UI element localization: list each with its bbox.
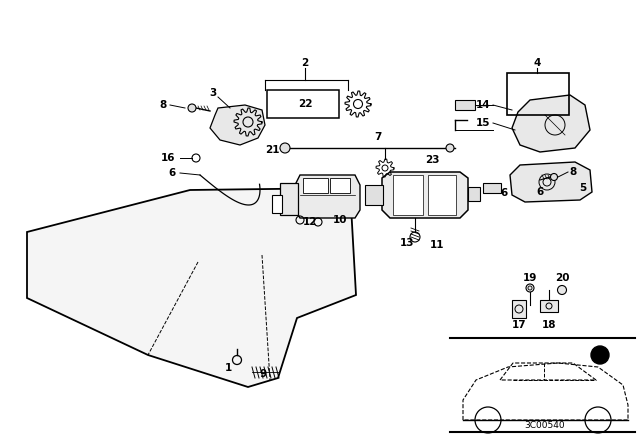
Text: 8: 8 [159,100,166,110]
Bar [267,90,339,118]
Text: 23: 23 [425,155,439,165]
Text: 15: 15 [476,118,490,128]
Bar [393,175,423,215]
Polygon shape [210,105,265,145]
Circle shape [446,144,454,152]
Text: 18: 18 [541,320,556,330]
Circle shape [557,285,566,294]
Circle shape [188,104,196,112]
Bar [365,185,383,205]
Text: 10: 10 [333,215,348,225]
Text: 20: 20 [555,273,569,283]
Text: 6: 6 [536,187,543,197]
Text: 11: 11 [429,240,444,250]
Bar [303,178,328,193]
Text: 22: 22 [298,99,312,109]
Bar [428,175,456,215]
Bar [272,195,282,213]
Circle shape [550,173,557,181]
Bar [507,73,569,115]
Text: 17: 17 [512,320,526,330]
Text: 3C00540: 3C00540 [525,421,565,430]
Bar [540,300,558,312]
Bar [468,187,480,201]
Bar [512,300,526,318]
Text: 13: 13 [400,238,414,248]
Text: 7: 7 [374,132,381,142]
Text: 1: 1 [225,363,232,373]
Circle shape [591,346,609,364]
Bar [330,178,350,193]
Text: 14: 14 [476,100,490,110]
Polygon shape [295,175,360,218]
Text: 6: 6 [168,168,175,178]
Polygon shape [512,95,590,152]
Polygon shape [27,188,356,387]
Bar [455,100,475,110]
Polygon shape [510,162,592,202]
Text: 3: 3 [209,88,216,98]
Text: 4: 4 [533,58,541,68]
Text: 12: 12 [303,217,317,227]
Text: 19: 19 [523,273,537,283]
Text: 8: 8 [570,167,577,177]
Text: 16: 16 [161,153,175,163]
Polygon shape [280,183,298,215]
Text: 5: 5 [579,183,587,193]
Text: 6: 6 [500,188,508,198]
Polygon shape [382,172,468,218]
Circle shape [526,284,534,292]
Circle shape [280,143,290,153]
Text: 2: 2 [301,58,308,68]
Text: 21: 21 [265,145,279,155]
Text: 9: 9 [259,369,267,379]
Bar [483,183,501,193]
